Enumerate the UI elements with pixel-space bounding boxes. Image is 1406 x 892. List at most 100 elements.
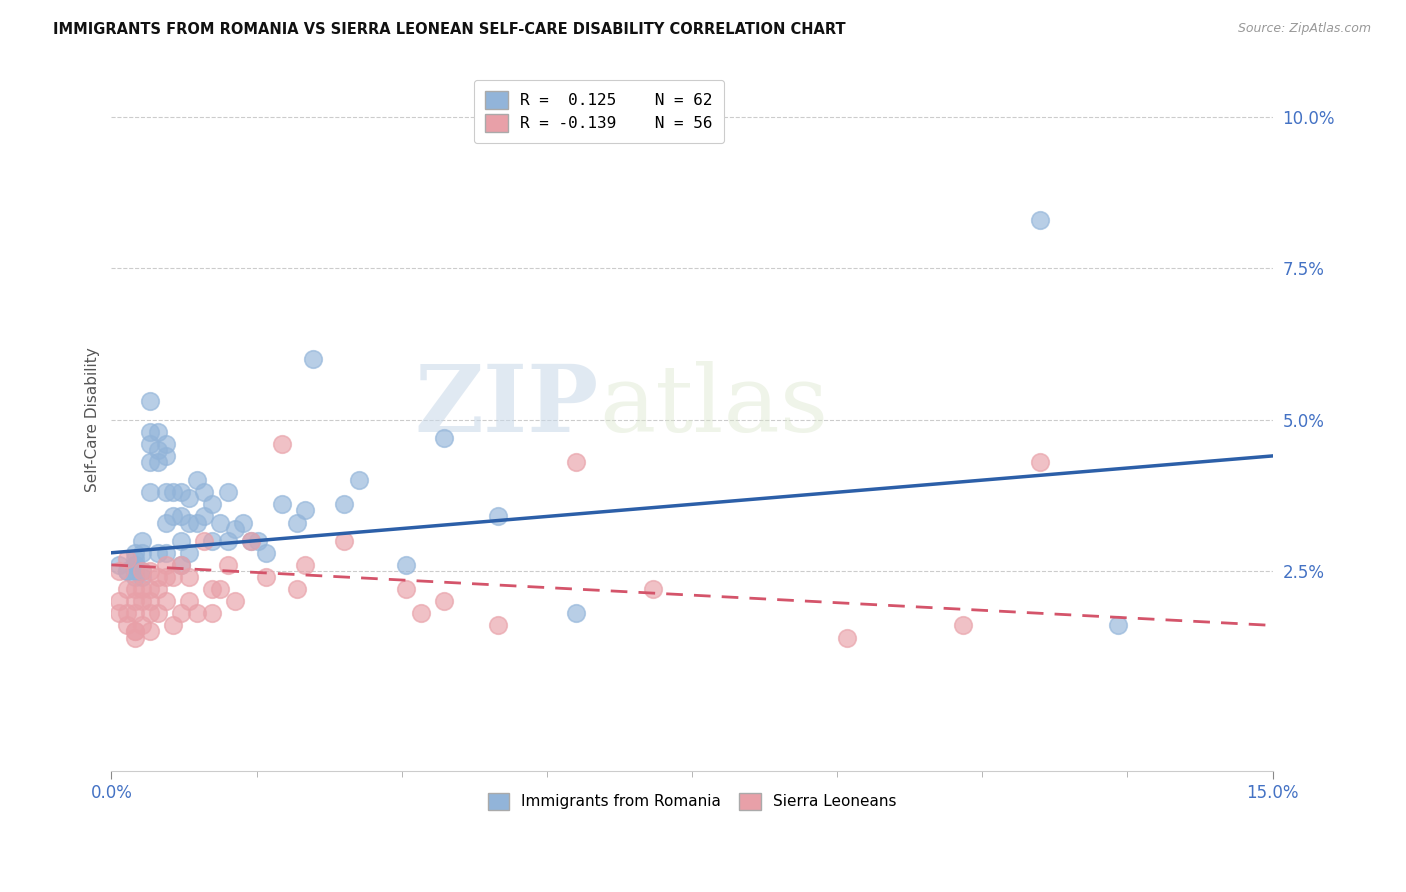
- Point: [131, 564, 153, 578]
- Point: [124, 564, 146, 578]
- Point: [155, 485, 177, 500]
- Point: [294, 503, 316, 517]
- Point: [193, 485, 215, 500]
- Point: [139, 607, 162, 621]
- Point: [285, 516, 308, 530]
- Point: [115, 551, 138, 566]
- Point: [177, 594, 200, 608]
- Text: IMMIGRANTS FROM ROMANIA VS SIERRA LEONEAN SELF-CARE DISABILITY CORRELATION CHART: IMMIGRANTS FROM ROMANIA VS SIERRA LEONEA…: [53, 22, 846, 37]
- Point: [294, 558, 316, 572]
- Point: [254, 546, 277, 560]
- Point: [186, 473, 208, 487]
- Point: [170, 558, 193, 572]
- Point: [139, 485, 162, 500]
- Point: [201, 582, 224, 596]
- Point: [146, 425, 169, 439]
- Point: [124, 558, 146, 572]
- Point: [239, 533, 262, 548]
- Point: [177, 546, 200, 560]
- Point: [146, 442, 169, 457]
- Point: [108, 607, 131, 621]
- Point: [124, 631, 146, 645]
- Point: [131, 564, 153, 578]
- Point: [433, 594, 456, 608]
- Point: [232, 516, 254, 530]
- Point: [201, 497, 224, 511]
- Point: [124, 582, 146, 596]
- Point: [1029, 455, 1052, 469]
- Point: [170, 533, 193, 548]
- Point: [162, 485, 184, 500]
- Point: [270, 497, 292, 511]
- Point: [146, 607, 169, 621]
- Point: [155, 546, 177, 560]
- Point: [835, 631, 858, 645]
- Point: [155, 594, 177, 608]
- Point: [162, 509, 184, 524]
- Point: [433, 431, 456, 445]
- Point: [139, 582, 162, 596]
- Point: [115, 582, 138, 596]
- Point: [247, 533, 270, 548]
- Point: [146, 570, 169, 584]
- Point: [124, 558, 146, 572]
- Point: [1107, 618, 1129, 632]
- Point: [170, 485, 193, 500]
- Point: [108, 594, 131, 608]
- Point: [488, 509, 510, 524]
- Text: ZIP: ZIP: [415, 360, 599, 450]
- Point: [217, 558, 239, 572]
- Point: [146, 546, 169, 560]
- Point: [201, 533, 224, 548]
- Point: [155, 558, 177, 572]
- Point: [239, 533, 262, 548]
- Point: [301, 352, 323, 367]
- Point: [124, 607, 146, 621]
- Point: [565, 607, 588, 621]
- Point: [193, 509, 215, 524]
- Point: [224, 594, 246, 608]
- Point: [131, 546, 153, 560]
- Point: [139, 564, 162, 578]
- Point: [186, 607, 208, 621]
- Point: [115, 618, 138, 632]
- Point: [124, 570, 146, 584]
- Point: [131, 618, 153, 632]
- Point: [409, 607, 432, 621]
- Point: [565, 455, 588, 469]
- Point: [394, 582, 416, 596]
- Point: [643, 582, 665, 596]
- Point: [254, 570, 277, 584]
- Point: [270, 437, 292, 451]
- Point: [131, 570, 153, 584]
- Point: [217, 533, 239, 548]
- Point: [155, 516, 177, 530]
- Point: [170, 607, 193, 621]
- Point: [177, 491, 200, 506]
- Point: [146, 455, 169, 469]
- Point: [332, 497, 354, 511]
- Point: [115, 607, 138, 621]
- Point: [139, 394, 162, 409]
- Point: [952, 618, 974, 632]
- Point: [162, 618, 184, 632]
- Point: [170, 558, 193, 572]
- Point: [124, 551, 146, 566]
- Point: [162, 570, 184, 584]
- Point: [139, 624, 162, 639]
- Point: [115, 564, 138, 578]
- Point: [124, 546, 146, 560]
- Point: [177, 516, 200, 530]
- Point: [1029, 212, 1052, 227]
- Point: [139, 455, 162, 469]
- Point: [124, 594, 146, 608]
- Point: [131, 533, 153, 548]
- Point: [332, 533, 354, 548]
- Point: [208, 516, 231, 530]
- Point: [124, 624, 146, 639]
- Legend: Immigrants from Romania, Sierra Leoneans: Immigrants from Romania, Sierra Leoneans: [481, 787, 903, 815]
- Text: atlas: atlas: [599, 360, 828, 450]
- Point: [139, 594, 162, 608]
- Point: [488, 618, 510, 632]
- Text: Source: ZipAtlas.com: Source: ZipAtlas.com: [1237, 22, 1371, 36]
